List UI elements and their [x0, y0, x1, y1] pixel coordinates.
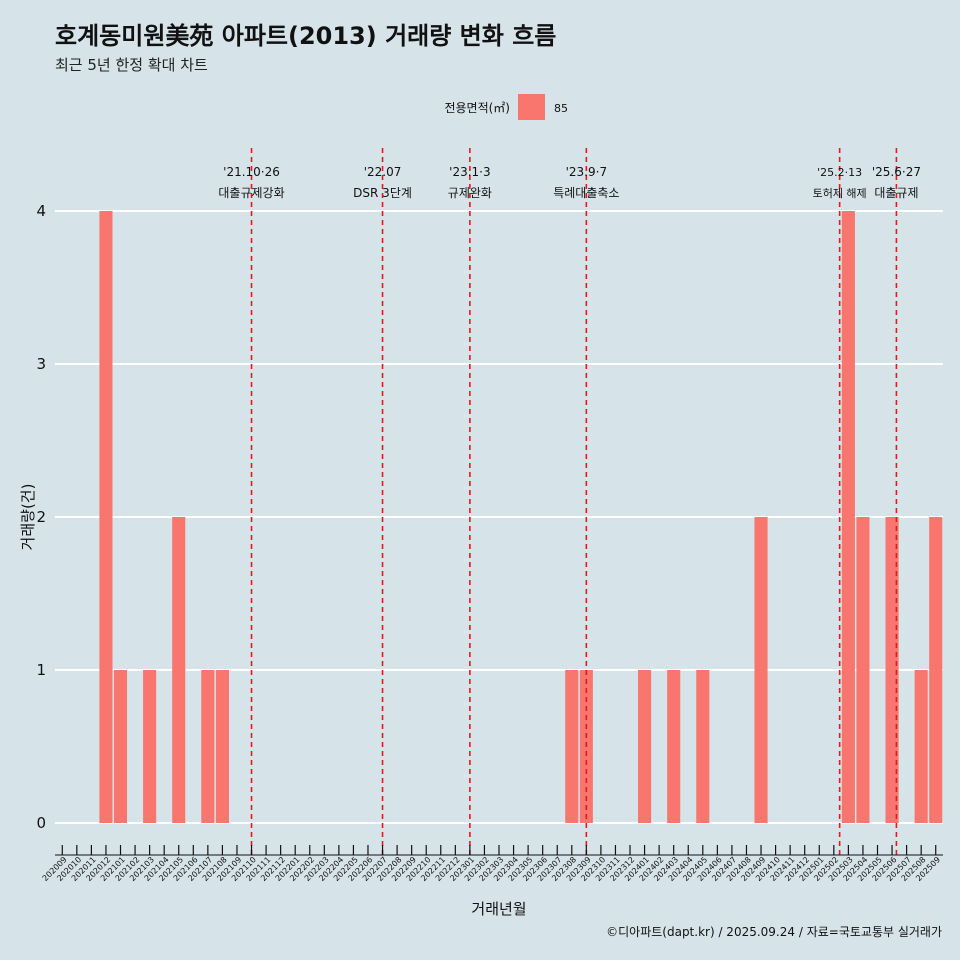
bar — [929, 517, 943, 823]
event-date: '23.1·3 — [449, 165, 490, 179]
y-tick-label: 1 — [36, 661, 46, 679]
x-axis-label: 거래년월 — [471, 900, 526, 918]
legend-title: 전용면적(㎡) — [444, 101, 510, 115]
y-tick-label: 2 — [36, 508, 46, 526]
legend-label: 85 — [554, 102, 568, 115]
y-axis: 0 1 2 3 4 — [36, 202, 46, 832]
bar — [215, 670, 229, 823]
grid — [55, 210, 943, 824]
event-date: '22.07 — [364, 165, 402, 179]
y-tick-label: 0 — [36, 814, 46, 832]
event-date: '23.9·7 — [566, 165, 607, 179]
bar — [754, 517, 768, 823]
bar — [914, 670, 928, 823]
legend-swatch — [518, 94, 545, 120]
chart-subtitle: 최근 5년 한정 확대 차트 — [55, 56, 208, 74]
annotations: '21.10·26 대출규제강화 '22.07 DSR 3단계 '23.1·3 규제완화 '… — [218, 148, 921, 855]
bar — [885, 517, 899, 823]
bar — [143, 670, 157, 823]
bar — [696, 670, 710, 823]
footer-credit: ©디아파트(dapt.kr) / 2025.09.24 / 자료=국토교통부 실… — [606, 925, 942, 939]
y-axis-label: 거래량(건) — [19, 484, 37, 551]
bar — [99, 211, 113, 823]
bar — [201, 670, 215, 823]
bar — [113, 670, 128, 823]
bar — [856, 517, 870, 823]
event-date: '25.6·27 — [872, 165, 921, 179]
bar — [638, 670, 652, 823]
bars — [99, 211, 943, 823]
bar — [565, 670, 579, 823]
bar — [667, 670, 681, 823]
bar — [172, 517, 186, 823]
event-date: '25.2·13 — [817, 166, 862, 179]
y-tick-label: 4 — [36, 202, 46, 220]
event-label: DSR 3단계 — [353, 186, 412, 200]
event-date: '21.10·26 — [223, 165, 280, 179]
event-label: 특례대출축소 — [553, 186, 619, 200]
legend: 전용면적(㎡) 85 — [444, 94, 568, 120]
event-label: 규제완화 — [448, 186, 492, 200]
y-tick-label: 3 — [36, 355, 46, 373]
event-label: 대출규제강화 — [218, 186, 284, 200]
x-axis: 2020092020102020112020122021012021022021… — [41, 845, 943, 883]
event-label: 토허제 해제 — [813, 186, 867, 200]
chart-title: 호계동미원美苑 아파트(2013) 거래량 변화 흐름 — [55, 22, 556, 50]
event-label: 대출규제 — [874, 186, 918, 200]
bar — [841, 211, 855, 823]
